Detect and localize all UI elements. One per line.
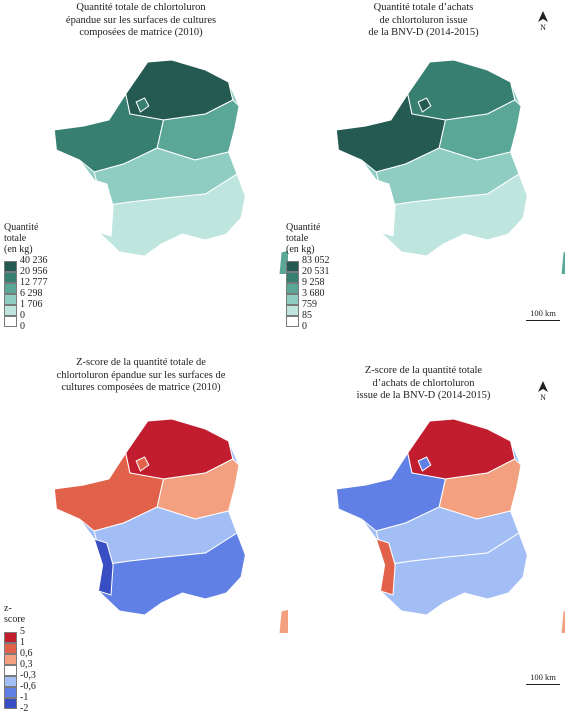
legend-swatch [4,294,17,305]
legend-swatch [4,261,17,272]
map-regions [53,418,288,633]
legend-value: -0,3 [20,670,36,681]
corsica-zone [560,610,565,633]
region-zone [379,173,528,257]
coastal-zone [375,538,396,596]
legend-value: 759 [302,299,317,310]
legend-title: Quantité totale (en kg) [4,222,39,255]
scale-bar: 100 km [526,308,560,321]
france-map [53,418,288,633]
legend-value: 12 777 [20,277,48,288]
legend-swatch [4,665,17,676]
region-zone [97,173,246,257]
region-zone [335,451,447,532]
legend-swatch [286,305,299,316]
north-arrow-icon [538,381,548,392]
map-title: Z-score de la quantité totale d’achats d… [282,365,565,403]
map-title: Quantité totale de chlortoluron épandue … [0,2,282,40]
legend-title: Quantité totale (en kg) [286,222,321,255]
map-regions [53,59,288,274]
legend-swatch [286,261,299,272]
legend-value: 3 680 [302,288,325,299]
france-map [335,59,565,274]
legend-value: 20 956 [20,266,48,277]
legend-value: 1 706 [20,299,43,310]
north-arrow: N [536,380,550,406]
france-map [53,59,288,274]
legend: z-score 5 1 0,6 0,3 -0,3 -0,6 -1 -2 [4,603,36,720]
coastal-zone [93,538,114,596]
france-map [335,418,565,633]
legend-value: -2 [20,703,29,714]
paris-zone [417,456,432,472]
legend-swatch [4,643,17,654]
title-line: issue de la BNV-D (2014-2015) [356,390,491,401]
region-zone [379,532,528,616]
legend-value: -0,6 [20,681,36,692]
coastal-zone [93,179,114,237]
legend-swatch [4,305,17,316]
title-line: Quantité totale d’achats [373,2,474,13]
legend: Quantité totale (en kg) 83 052 20 531 9 … [286,222,330,338]
title-line: Z-score de la quantité totale [364,365,483,376]
legend-value: 9 258 [302,277,325,288]
north-arrow-icon [538,11,548,22]
title-line: d’achats de chlortoluron [372,377,475,389]
legend-value: 0,6 [20,648,33,659]
paris-zone [135,97,150,113]
legend-swatch [286,316,299,327]
title-line: de la BNV-D (2014-2015) [368,27,479,38]
map-regions [335,59,565,274]
title-line: de chlortoluron issue [379,14,468,26]
legend: Quantité totale (en kg) 40 236 20 956 12… [4,222,48,338]
legend-value: -1 [20,692,29,703]
scale-bar: 100 km [526,672,560,685]
corsica-zone [278,608,288,633]
legend-swatch [4,316,17,327]
legend-value: 0 [20,321,25,332]
legend-value: 5 [20,626,25,637]
legend-value: 83 052 [302,255,330,266]
region-zone [53,451,165,532]
legend-swatch [4,676,17,687]
legend-value: 1 [20,637,25,648]
legend-value: 40 236 [20,255,48,266]
title-line: Z-score de la quantité totale de [76,357,206,368]
region-zone [53,92,165,173]
region-zone [97,532,246,616]
map-regions [335,418,565,633]
legend-value: 85 [302,310,312,321]
title-line: cultures composées de matrice (2010) [61,382,221,393]
legend-swatch [4,632,17,643]
legend-swatch [4,283,17,294]
legend-swatch [286,272,299,283]
legend-swatch [4,687,17,698]
title-line: composées de matrice (2010) [79,27,203,38]
map-title: Z-score de la quantité totale de chlorto… [0,357,282,395]
coastal-zone [375,179,396,237]
map-title: Quantité totale d’achats de chlortoluron… [282,2,565,40]
legend-swatch [4,272,17,283]
region-zone [335,92,447,173]
legend-title: z-score [4,603,26,625]
legend-value: 0,3 [20,659,33,670]
legend-value: 0 [20,310,25,321]
north-arrow: N [536,10,550,36]
paris-zone [135,456,150,472]
title-line: épandue sur les surfaces de cultures [65,14,217,26]
title-line: chlortoluron épandue sur les surfaces de [56,369,226,381]
corsica-zone [278,249,288,274]
legend-value: 6 298 [20,288,43,299]
legend-swatch [4,654,17,665]
legend-swatch [286,294,299,305]
legend-swatch [286,283,299,294]
corsica-zone [560,251,565,274]
title-line: Quantité totale de chlortoluron [76,2,206,13]
legend-value: 0 [302,321,307,332]
paris-zone [417,97,432,113]
legend-value: 20 531 [302,266,330,277]
